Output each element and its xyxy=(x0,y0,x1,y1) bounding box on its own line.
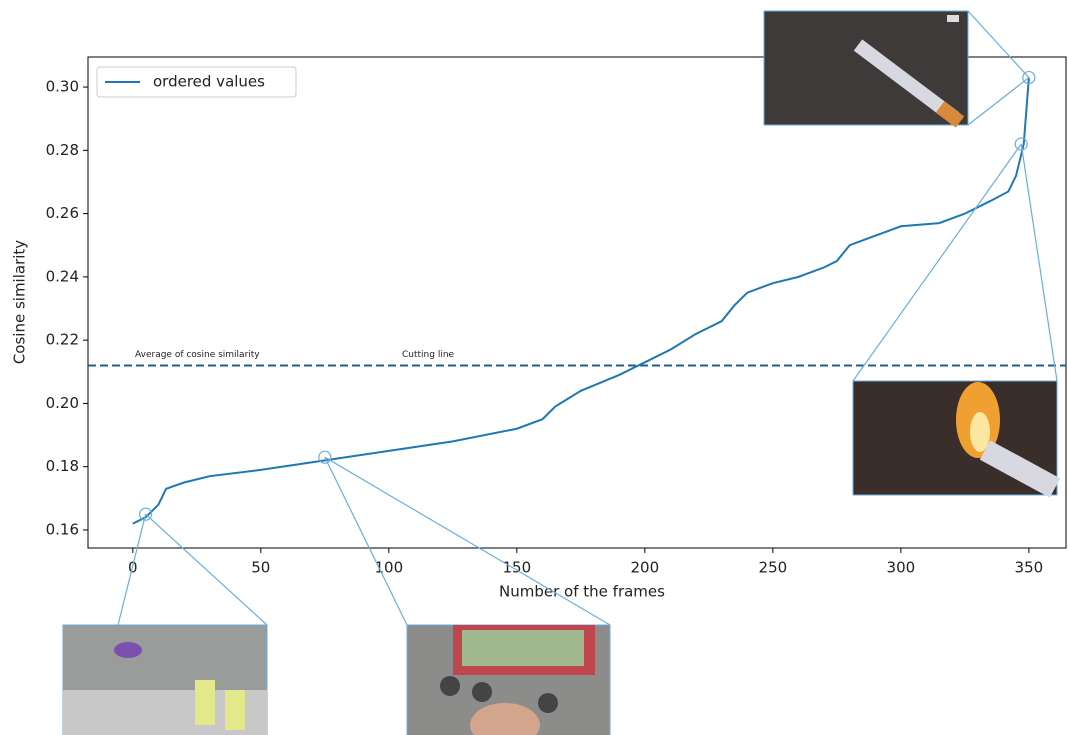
y-tick-label: 0.22 xyxy=(46,331,79,349)
insets xyxy=(63,11,1057,735)
inset-connector xyxy=(325,457,407,625)
x-tick-label: 350 xyxy=(1015,559,1044,577)
inset-connector xyxy=(118,514,146,625)
inset-connector xyxy=(1021,144,1057,381)
inset-connector xyxy=(325,457,610,625)
x-tick-label: 250 xyxy=(759,559,788,577)
y-tick-label: 0.16 xyxy=(46,520,79,538)
chart: Number of the frames Cosine similarity 0… xyxy=(0,0,1068,735)
y-axis-label: Cosine similarity xyxy=(11,240,29,364)
cutting-line-label: Cutting line xyxy=(402,350,455,360)
inset-connector xyxy=(968,78,1029,125)
y-tick-label: 0.30 xyxy=(46,78,79,96)
cutting-line-label: Average of cosine similarity xyxy=(135,350,260,360)
inset-image xyxy=(63,625,267,735)
inset-connector xyxy=(968,11,1029,78)
x-tick-label: 300 xyxy=(887,559,916,577)
x-tick-label: 200 xyxy=(631,559,660,577)
x-tick-label: 50 xyxy=(251,559,270,577)
legend: ordered values xyxy=(97,67,296,97)
inset-image xyxy=(407,625,610,735)
y-tick-label: 0.26 xyxy=(46,204,79,222)
x-tick-label: 150 xyxy=(503,559,532,577)
legend-label: ordered values xyxy=(153,73,265,91)
x-axis-label: Number of the frames xyxy=(499,583,665,601)
inset-image xyxy=(764,11,968,125)
y-tick-label: 0.28 xyxy=(46,141,79,159)
y-tick-label: 0.18 xyxy=(46,457,79,475)
inset-connector xyxy=(146,514,267,625)
y-tick-label: 0.20 xyxy=(46,394,79,412)
y-tick-label: 0.24 xyxy=(46,267,79,285)
inset-connector xyxy=(853,144,1021,381)
inset-image xyxy=(853,381,1057,495)
